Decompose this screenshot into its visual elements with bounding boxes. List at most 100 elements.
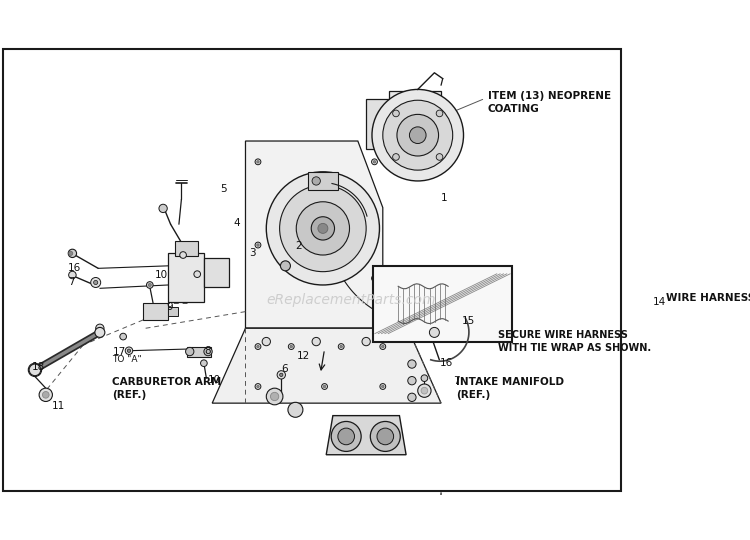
Circle shape [436,110,442,117]
Circle shape [421,387,428,394]
Polygon shape [204,258,229,287]
Circle shape [288,343,294,349]
Polygon shape [245,328,408,353]
Text: TO "A": TO "A" [112,355,142,364]
Text: eReplacementParts.com: eReplacementParts.com [266,293,436,307]
Circle shape [39,388,53,401]
Circle shape [148,284,152,287]
Text: CARBURETOR ARM
(REF.): CARBURETOR ARM (REF.) [112,376,221,400]
Circle shape [397,114,439,156]
Text: 10: 10 [154,270,168,280]
Circle shape [421,375,428,382]
Circle shape [393,154,399,160]
Circle shape [185,347,194,356]
Text: WIRE HARNESS: WIRE HARNESS [666,293,750,303]
Text: 2: 2 [296,241,302,251]
Circle shape [362,338,370,346]
Circle shape [280,185,366,272]
Circle shape [408,376,416,385]
Circle shape [266,388,283,405]
Circle shape [312,177,320,185]
Circle shape [382,385,384,388]
Text: 15: 15 [462,316,475,326]
Polygon shape [168,253,204,302]
Circle shape [332,421,362,451]
Circle shape [180,252,187,258]
Circle shape [43,392,49,398]
Circle shape [68,249,76,258]
Text: 17: 17 [113,347,127,356]
Circle shape [380,383,386,389]
Bar [428,333,440,342]
Bar [389,91,441,166]
Bar [366,99,391,150]
Circle shape [340,345,343,348]
Circle shape [255,159,261,165]
Circle shape [194,271,200,278]
Text: 18: 18 [32,362,45,372]
Circle shape [290,345,292,348]
Circle shape [288,402,303,417]
Circle shape [256,244,259,246]
Circle shape [125,347,133,354]
Text: 16: 16 [68,264,82,273]
Circle shape [91,278,101,287]
Circle shape [393,110,399,117]
Text: 14: 14 [653,296,667,307]
Text: 10: 10 [208,375,221,385]
Circle shape [256,345,259,348]
Text: INTAKE MANIFOLD
(REF.): INTAKE MANIFOLD (REF.) [456,376,564,400]
Text: 8: 8 [204,346,211,356]
Circle shape [338,343,344,349]
Text: 5: 5 [220,184,227,194]
Text: 7: 7 [68,276,75,287]
Polygon shape [212,328,441,403]
Circle shape [255,343,261,349]
Circle shape [28,363,41,376]
Circle shape [312,338,320,346]
Circle shape [322,383,328,389]
Circle shape [32,367,38,373]
Circle shape [96,324,104,333]
Bar [143,303,168,320]
Circle shape [94,327,105,338]
Circle shape [128,349,130,353]
Circle shape [318,224,328,233]
Circle shape [377,428,394,445]
Circle shape [436,154,442,160]
Circle shape [430,327,439,338]
Circle shape [371,275,377,281]
Text: 16: 16 [440,358,453,368]
Text: 3: 3 [250,247,256,258]
Bar [188,347,211,356]
Text: 6: 6 [281,364,288,374]
Circle shape [370,421,400,451]
Circle shape [410,127,426,144]
Circle shape [408,393,416,401]
Bar [168,307,178,316]
Circle shape [255,383,261,389]
Circle shape [69,251,73,255]
Polygon shape [245,141,382,328]
Text: 7: 7 [454,376,460,386]
Circle shape [256,160,259,163]
Circle shape [262,338,271,346]
Bar [374,266,512,342]
Circle shape [255,242,261,248]
Circle shape [271,393,279,401]
Circle shape [94,280,98,285]
Text: 12: 12 [297,350,310,361]
Circle shape [382,345,384,348]
Circle shape [374,160,376,163]
Circle shape [311,217,334,240]
Circle shape [266,172,380,285]
Circle shape [280,373,283,376]
Circle shape [120,333,127,340]
Text: 11: 11 [52,401,64,411]
Circle shape [371,159,377,165]
Circle shape [204,347,212,356]
Text: SECURE WIRE HARNESS
WITH TIE WRAP AS SHOWN.: SECURE WIRE HARNESS WITH TIE WRAP AS SHO… [498,330,651,353]
Bar [175,241,198,256]
Circle shape [256,385,259,388]
Circle shape [146,282,153,288]
